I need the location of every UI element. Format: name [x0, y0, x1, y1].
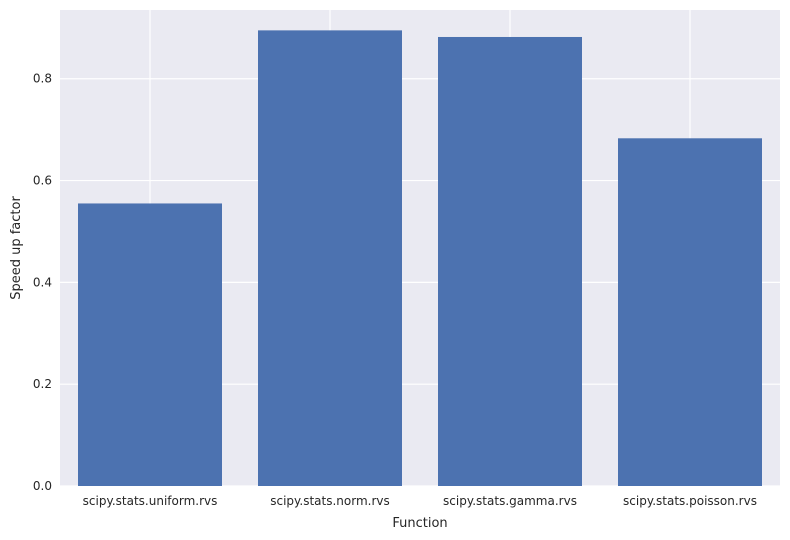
x-tick-label: scipy.stats.uniform.rvs [83, 494, 218, 508]
y-axis-label: Speed up factor [9, 196, 24, 300]
x-tick-label: scipy.stats.gamma.rvs [443, 494, 577, 508]
bar [258, 30, 402, 486]
bar [618, 138, 762, 487]
x-tick-label: scipy.stats.norm.rvs [270, 494, 390, 508]
x-tick-labels: scipy.stats.uniform.rvs scipy.stats.norm.… [83, 494, 757, 508]
y-tick-label: 0.8 [33, 72, 52, 86]
y-tick-label: 0.0 [33, 479, 52, 493]
y-tick-labels: 0.0 0.2 0.4 0.6 0.8 [33, 72, 52, 493]
bar [78, 203, 222, 487]
bar [438, 36, 582, 487]
x-tick-label: scipy.stats.poisson.rvs [623, 494, 757, 508]
y-tick-label: 0.6 [33, 174, 52, 188]
bars [78, 30, 762, 487]
y-tick-label: 0.4 [33, 275, 52, 289]
x-axis-label: Function [392, 516, 447, 531]
y-tick-label: 0.2 [33, 377, 52, 391]
